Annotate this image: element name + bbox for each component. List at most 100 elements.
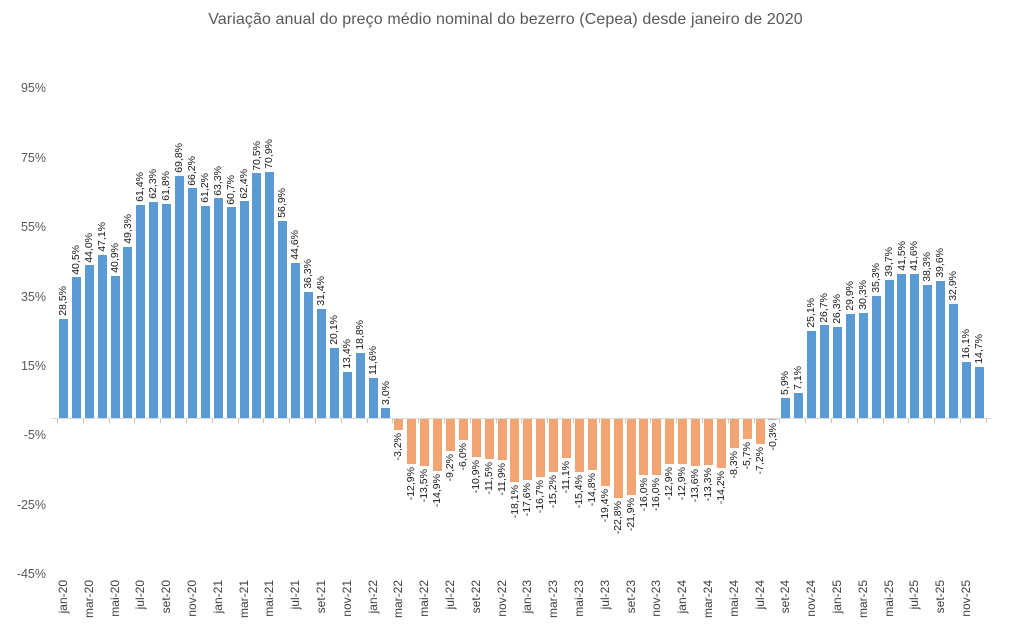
bar-value-label: 38,3% (921, 252, 934, 283)
bar-value-label: 44,0% (82, 232, 95, 263)
bar-value-label: 7,1% (792, 366, 805, 391)
x-axis-tick-mark (598, 419, 600, 423)
bar-negative (445, 419, 455, 451)
bar-negative (742, 419, 752, 439)
bar-positive (213, 198, 223, 418)
x-axis-category-label: jul-24 (752, 580, 767, 610)
bar-value-label: 70,5% (250, 140, 263, 171)
bar-value-label: 30,3% (856, 280, 869, 310)
bar-positive (316, 309, 326, 418)
bar-positive (278, 220, 288, 418)
x-axis-tick-mark (444, 419, 445, 423)
x-axis-tick-mark (340, 419, 342, 423)
bar-value-label: -21,9% (624, 497, 637, 532)
bar-value-label: 35,3% (869, 262, 882, 293)
chart-title: Variação anual do preço médio nominal do… (208, 11, 803, 28)
bar-value-label: 62,4% (237, 168, 250, 199)
x-axis-tick-mark (908, 419, 910, 423)
bar-positive (807, 330, 817, 418)
bar-value-label: 39,6% (934, 247, 947, 278)
bar-positive (832, 326, 842, 418)
bar-negative (394, 419, 404, 431)
x-axis-tick-mark (985, 419, 987, 423)
bar-positive (265, 171, 275, 418)
x-axis-tick-mark (547, 419, 549, 423)
bar-value-label: 40,5% (69, 244, 82, 275)
y-axis-tick-label: 35% (20, 289, 46, 304)
bar-value-label: -7,2% (753, 446, 766, 475)
bar-positive (239, 201, 249, 418)
x-axis-tick-mark (624, 419, 626, 423)
x-axis-category-label: set-25 (933, 580, 948, 614)
bar-value-label: 60,7% (224, 174, 237, 205)
bar-value-label: 63,3% (211, 165, 224, 196)
bar-positive (910, 273, 920, 418)
bar-value-label: 61,8% (160, 170, 173, 201)
bar-positive (342, 371, 352, 418)
x-axis-tick-mark (315, 419, 316, 423)
y-axis-tick-label: -5% (23, 428, 46, 443)
bar-negative (678, 419, 688, 464)
x-axis-tick-mark (779, 419, 781, 423)
bar-negative (691, 419, 701, 467)
bar-value-label: 32,9% (947, 271, 960, 301)
bar-value-label: 13,4% (340, 338, 353, 369)
bar-positive (123, 246, 133, 418)
bar-value-label: -14,2% (714, 471, 727, 505)
bar-value-label: 39,7% (882, 247, 895, 278)
bar-positive (149, 201, 159, 418)
x-axis-tick-mark (57, 419, 58, 423)
x-axis-tick-mark (960, 419, 961, 423)
bar-negative (536, 419, 546, 477)
bar-value-label: -0,3% (766, 423, 779, 451)
x-axis-line (52, 418, 991, 419)
x-axis-category-label: mai-24 (726, 580, 741, 617)
bar-value-label: -13,5% (418, 468, 431, 503)
bar-negative (574, 419, 584, 473)
x-axis-category-label: jan-21 (210, 580, 225, 614)
x-axis-category-label: jan-25 (830, 580, 844, 614)
bar-negative (407, 419, 417, 464)
bar-value-label: 20,1% (327, 315, 340, 346)
bar-value-label: 69,8% (173, 143, 186, 173)
bar-negative (458, 419, 468, 440)
x-axis-tick-mark (211, 419, 213, 423)
bar-positive (781, 397, 791, 418)
bar-positive (871, 295, 881, 418)
x-axis-category-label: mai-20 (107, 580, 122, 617)
bar-positive (974, 366, 984, 418)
x-axis-tick-mark (856, 419, 858, 423)
bar-positive (175, 175, 185, 418)
y-axis-tick-label: -25% (16, 497, 46, 512)
bar-positive (110, 276, 120, 418)
x-axis-category-label: mar-20 (81, 580, 96, 619)
bar-value-label: 36,3% (302, 259, 315, 290)
bar-value-label: 31,4% (315, 276, 327, 307)
y-axis-tick-label: 95% (20, 81, 46, 96)
bar-positive (187, 188, 197, 418)
bar-positive (884, 280, 894, 418)
x-axis-category-label: mar-24 (701, 580, 715, 619)
bar-negative (600, 419, 610, 487)
bar-positive (200, 205, 210, 418)
bar-value-label: 49,3% (121, 214, 134, 244)
x-axis-category-label: nov-20 (185, 580, 199, 617)
x-axis-tick-mark (650, 419, 652, 423)
x-axis-category-label: jan-22 (365, 580, 380, 614)
x-axis-category-label: nov-23 (649, 580, 664, 617)
x-axis-category-label: set-23 (623, 580, 638, 614)
x-axis-category-label: mai-25 (881, 580, 896, 617)
bar-positive (252, 173, 262, 418)
bar-value-label: 61,2% (198, 172, 211, 203)
bar-negative (562, 419, 572, 458)
bar-value-label: 28,5% (57, 286, 69, 317)
bar-negative (420, 419, 430, 466)
bar-negative (523, 419, 533, 481)
bar-value-label: -9,2% (444, 453, 456, 482)
bar-value-label: 5,9% (779, 370, 792, 395)
x-axis-category-label: nov-24 (804, 580, 819, 617)
bar-negative (768, 419, 778, 421)
bar-value-label: -14,9% (431, 473, 444, 507)
bar-positive (949, 303, 959, 418)
